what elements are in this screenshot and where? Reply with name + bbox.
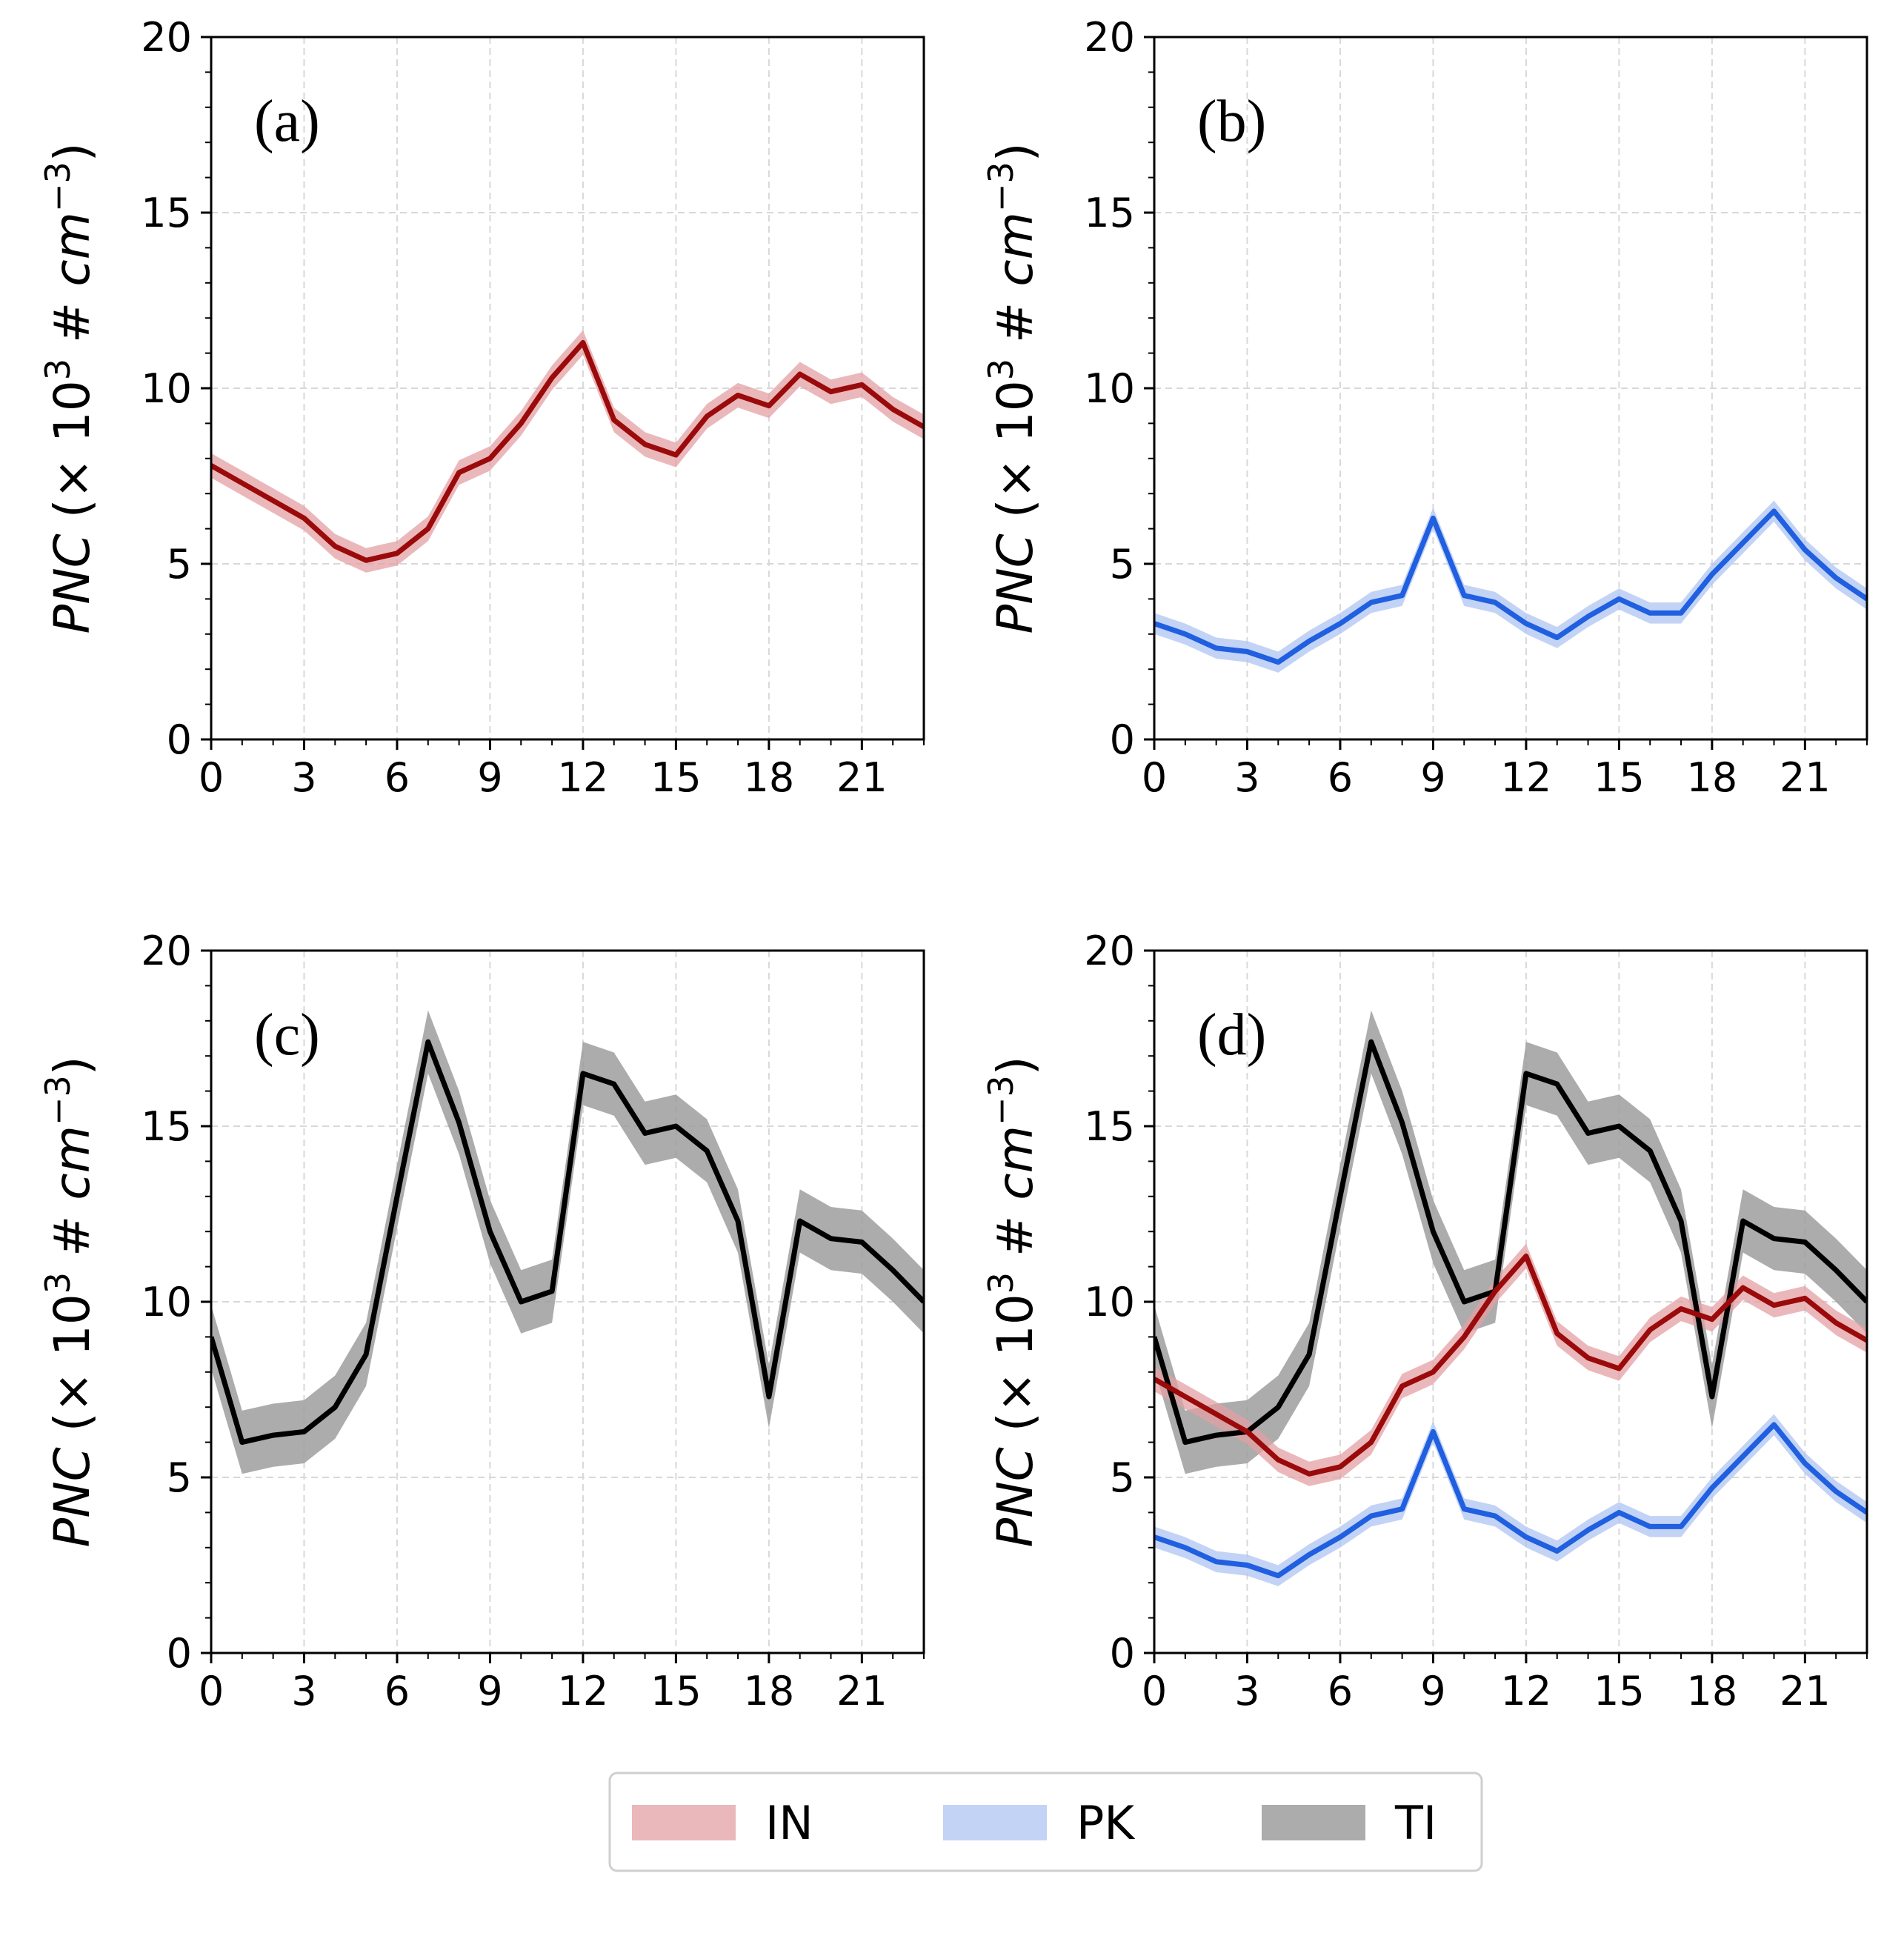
x-tick-label: 21 (836, 1668, 888, 1714)
band-TI (211, 1010, 924, 1474)
panels: 0 3 6 9 12 15 18 21 0 5 10 15 20 (a) PNC (× 103 # cm−3… (38, 14, 1868, 1714)
x-tick-label: 12 (558, 1668, 609, 1714)
panel-label: (a) (254, 89, 320, 154)
x-tick-label: 21 (1780, 754, 1831, 801)
y-tick-label: 20 (141, 928, 192, 974)
y-tick-label: 10 (1084, 1279, 1135, 1325)
y-tick-label: 0 (167, 1630, 192, 1677)
x-tick-label: 12 (558, 754, 609, 801)
panel-label: (d) (1197, 1002, 1266, 1068)
y-tick-label: 20 (141, 14, 192, 61)
legend-swatch-PK (943, 1805, 1047, 1840)
y-tick-label: 10 (141, 1279, 192, 1325)
x-tick-label: 21 (836, 754, 888, 801)
y-tick-label: 0 (1110, 716, 1135, 763)
x-tick-label: 15 (650, 1668, 702, 1714)
y-tick-label: 15 (141, 190, 192, 236)
legend-label-TI: TI (1394, 1796, 1437, 1850)
legend-item-TI: TI (1262, 1796, 1437, 1850)
series-line-PK (1154, 508, 1867, 665)
legend-item-PK: PK (943, 1796, 1135, 1850)
series-line-IN (1154, 1253, 1867, 1477)
y-axis-label: PNC (× 103 # cm−3) (981, 143, 1044, 634)
x-tick-label: 15 (1594, 754, 1645, 801)
x-tick-label: 3 (1234, 1668, 1259, 1714)
plot-area (211, 1010, 924, 1474)
x-tick-label: 18 (1687, 754, 1738, 801)
series-line-TI (211, 1039, 924, 1446)
y-tick-label: 20 (1084, 14, 1135, 61)
legend: IN PK TI (608, 1772, 1483, 1872)
panel-c: 0 3 6 9 12 15 18 21 0 5 10 15 20 (c) PNC (× 103 # cm−3… (38, 928, 925, 1714)
y-tick-label: 5 (167, 1454, 192, 1501)
y-axis-label: PNC (× 103 # cm−3) (981, 1057, 1044, 1548)
y-tick-label: 5 (1110, 541, 1135, 588)
y-tick-label: 20 (1084, 928, 1135, 974)
x-tick-label: 12 (1501, 1668, 1552, 1714)
panel-b: 0 3 6 9 12 15 18 21 0 5 10 15 20 (b) PNC (× 103 # cm−3… (981, 14, 1868, 801)
plot-area (1154, 500, 1867, 673)
series-line-IN (211, 339, 924, 563)
legend-swatch-IN (632, 1805, 736, 1840)
band-IN (1154, 1243, 1867, 1486)
x-tick-label: 9 (1420, 754, 1445, 801)
x-tick-label: 0 (1142, 754, 1167, 801)
legend-item-IN: IN (632, 1796, 813, 1850)
x-tick-label: 0 (199, 1668, 224, 1714)
y-tick-label: 15 (1084, 1103, 1135, 1150)
x-tick-label: 15 (1594, 1668, 1645, 1714)
x-tick-label: 3 (291, 754, 316, 801)
series-line-PK (1154, 1422, 1867, 1579)
y-tick-label: 15 (141, 1103, 192, 1150)
series-line-TI (1154, 1039, 1867, 1446)
band-IN (211, 330, 924, 573)
y-tick-label: 10 (141, 365, 192, 412)
y-tick-label: 15 (1084, 190, 1135, 236)
x-tick-label: 12 (1501, 754, 1552, 801)
x-tick-label: 0 (1142, 1668, 1167, 1714)
panel-d: 0 3 6 9 12 15 18 21 0 5 10 15 20 (d) PNC (× 103 # cm−3… (981, 928, 1868, 1714)
panel-a: 0 3 6 9 12 15 18 21 0 5 10 15 20 (a) PNC (× 103 # cm−3… (38, 14, 925, 801)
x-tick-label: 18 (744, 754, 795, 801)
x-tick-label: 9 (1420, 1668, 1445, 1714)
x-tick-label: 6 (385, 754, 410, 801)
y-tick-label: 5 (1110, 1454, 1135, 1501)
legend-label-IN: IN (765, 1796, 813, 1850)
y-tick-label: 0 (167, 716, 192, 763)
x-tick-label: 21 (1780, 1668, 1831, 1714)
x-tick-label: 6 (1328, 1668, 1353, 1714)
y-tick-label: 5 (167, 541, 192, 588)
legend-swatch-TI (1262, 1805, 1365, 1840)
legend-label-PK: PK (1076, 1796, 1135, 1850)
x-tick-label: 0 (199, 754, 224, 801)
x-tick-label: 18 (744, 1668, 795, 1714)
panel-label: (c) (254, 1002, 320, 1068)
panel-label: (b) (1197, 89, 1266, 154)
x-tick-label: 18 (1687, 1668, 1738, 1714)
y-axis-label: PNC (× 103 # cm−3) (38, 1057, 101, 1548)
plot-area (1154, 1010, 1867, 1586)
x-tick-label: 6 (385, 1668, 410, 1714)
x-tick-label: 15 (650, 754, 702, 801)
x-tick-label: 3 (291, 1668, 316, 1714)
x-tick-label: 6 (1328, 754, 1353, 801)
x-tick-label: 9 (477, 1668, 502, 1714)
x-tick-label: 3 (1234, 754, 1259, 801)
y-axis-label: PNC (× 103 # cm−3) (38, 143, 101, 634)
y-tick-label: 10 (1084, 365, 1135, 412)
x-tick-label: 9 (477, 754, 502, 801)
y-tick-label: 0 (1110, 1630, 1135, 1677)
